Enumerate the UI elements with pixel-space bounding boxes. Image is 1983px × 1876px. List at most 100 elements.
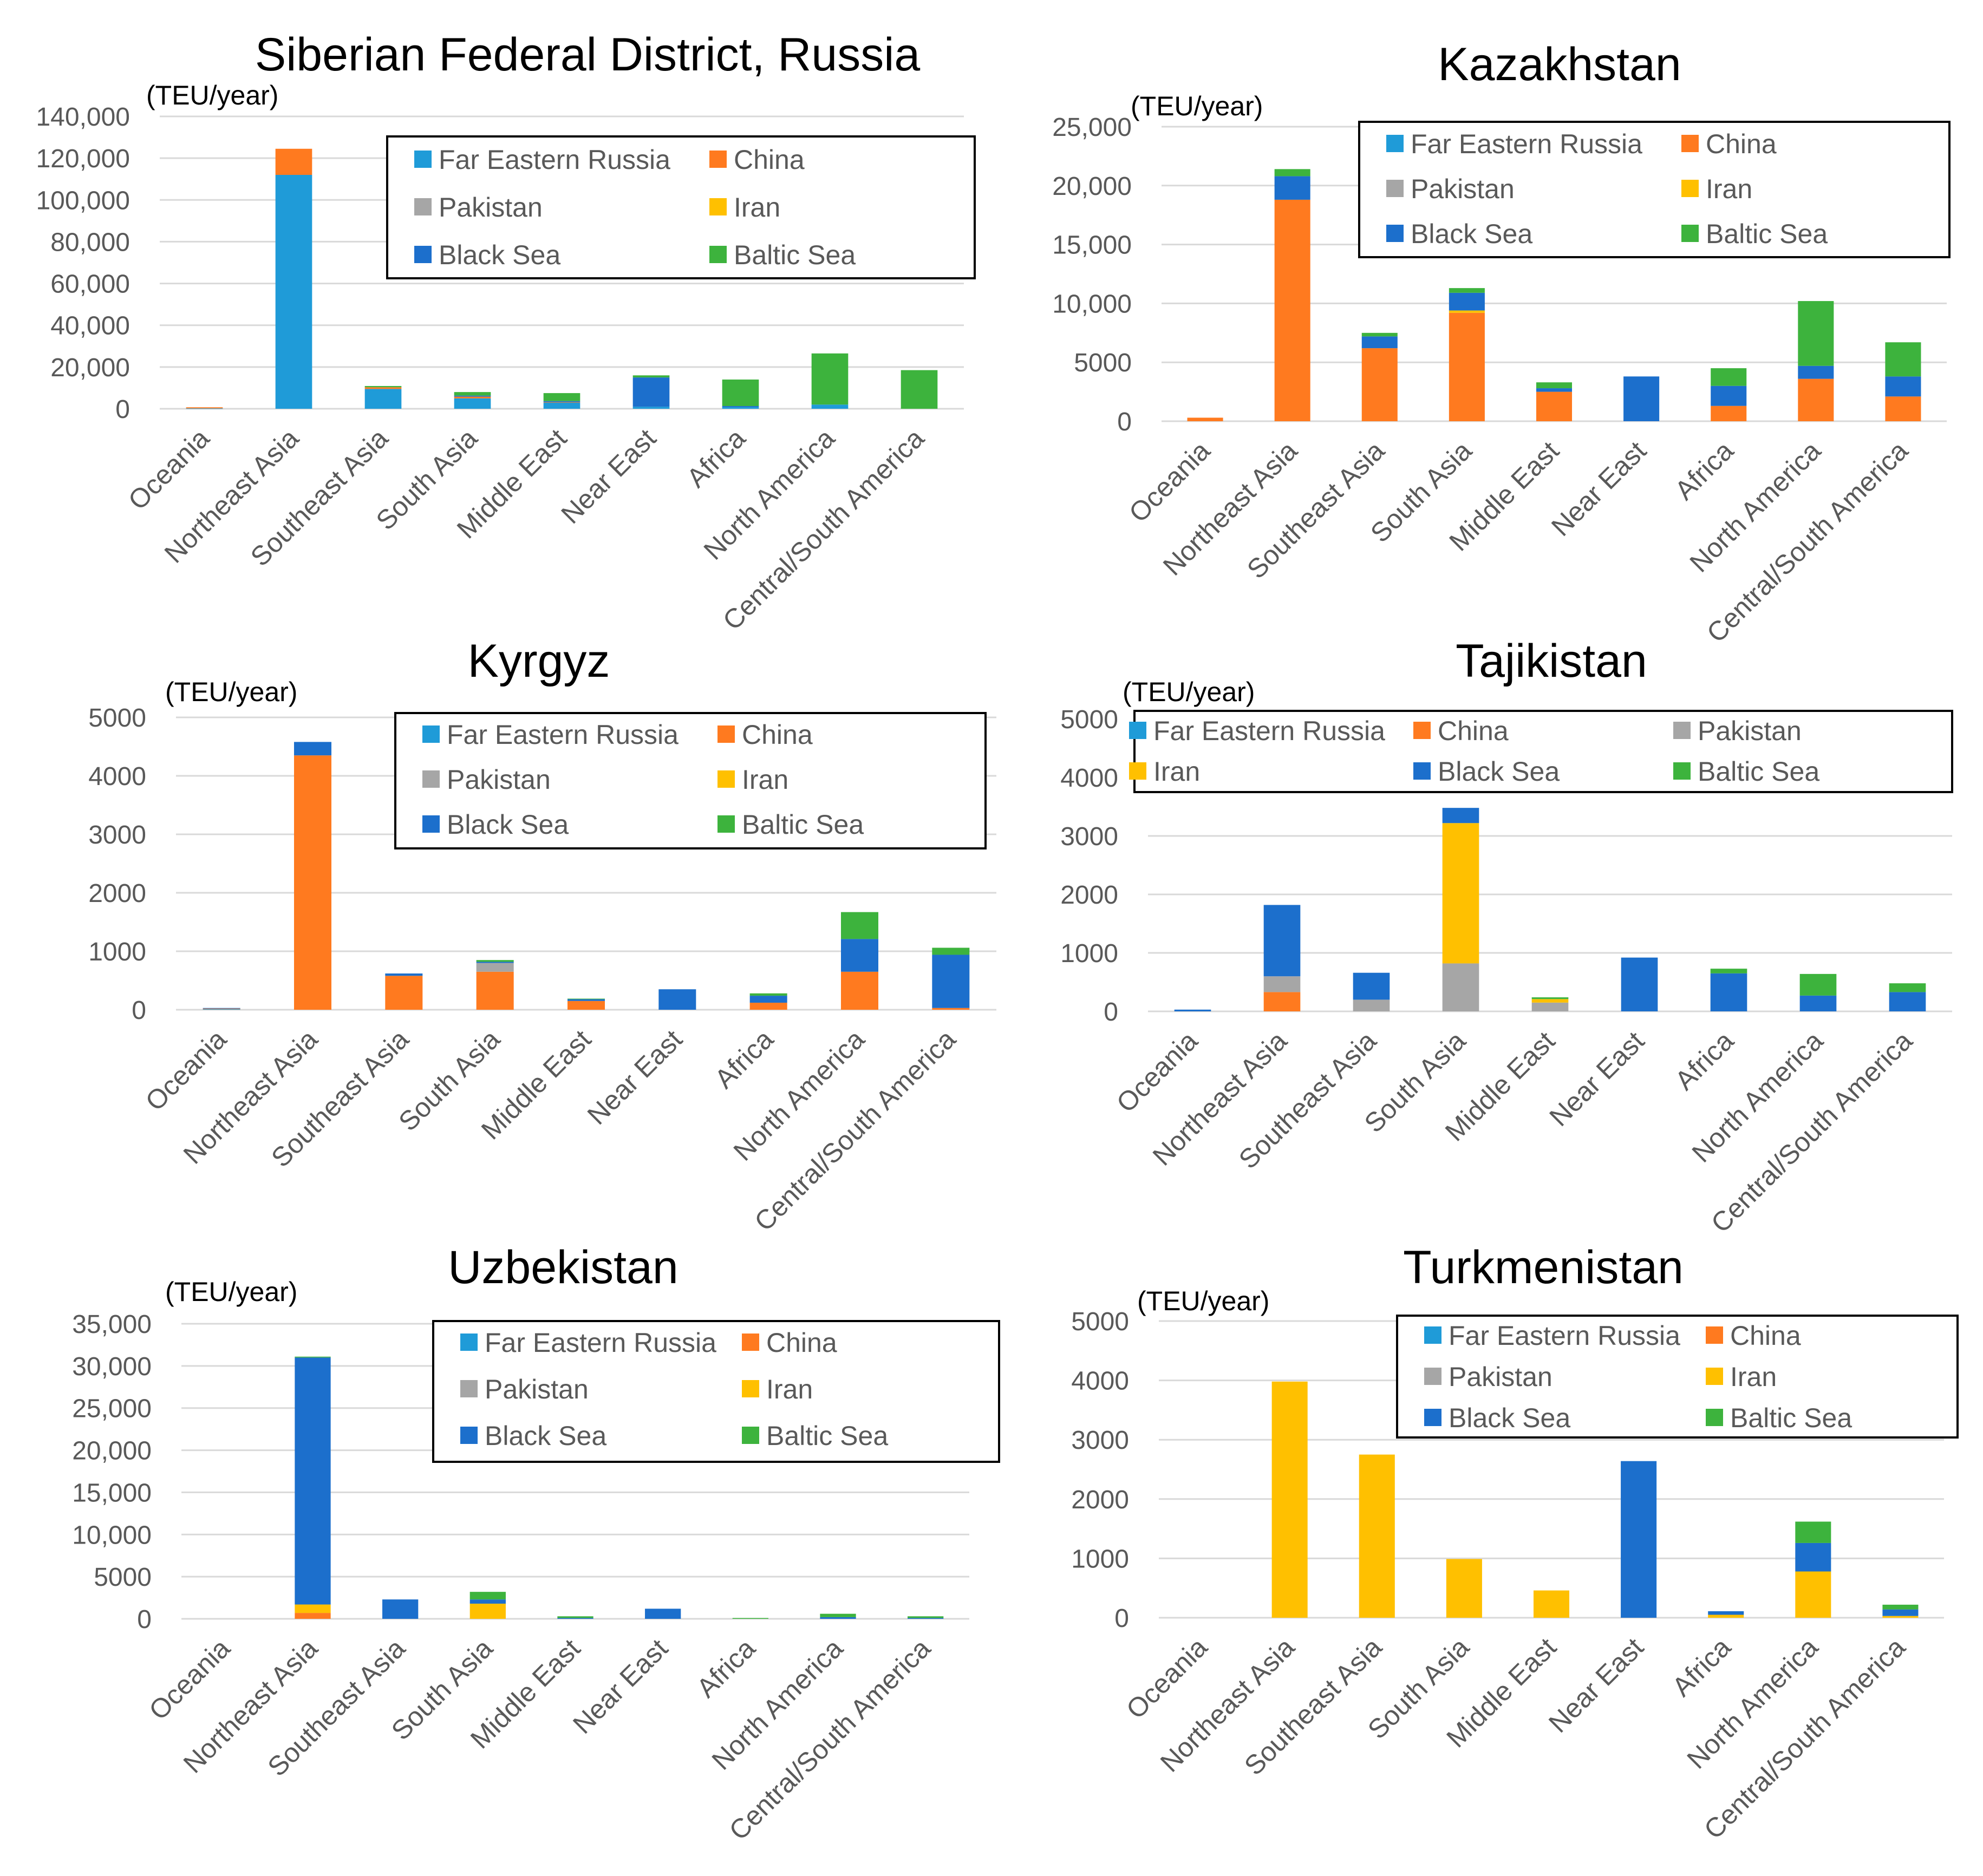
bar-segment-north-america-black-sea	[820, 1617, 856, 1619]
bar-segment-central-south-america-black-sea	[1885, 376, 1921, 397]
bar-segment-northeast-asia-iran	[1271, 1381, 1308, 1618]
chart-uzbekistan: Uzbekistan (TEU/year) 0 5000 10,000 15,000 20,…	[72, 1241, 1000, 1846]
bar-segment-southeast-asia-black-sea	[385, 973, 423, 976]
legend-label: Far Eastern Russia	[1153, 716, 1385, 746]
legend-label: Iran	[1706, 174, 1752, 204]
legend-label: China	[1730, 1321, 1801, 1351]
legend-item-pakistan: Pakistan	[414, 192, 543, 223]
legend-box	[1396, 1315, 1959, 1439]
legend-swatch	[1673, 762, 1691, 780]
y-axis-unit-label: (TEU/year)	[1131, 91, 1263, 121]
bar-segment-northeast-asia-iran	[295, 1604, 331, 1613]
chart-turkmenistan: Turkmenistan (TEU/year) 0 1000 2000 3000 4000 5…	[1071, 1241, 1959, 1845]
x-tick-label-near-east: Near East	[1543, 1632, 1649, 1738]
legend-item-iran: Iran	[709, 192, 780, 223]
bar-segment-oceania-black-sea	[203, 1008, 240, 1009]
y-tick-label: 80,000	[50, 228, 130, 257]
bar-segment-northeast-asia-black-sea	[1263, 905, 1301, 977]
bar-segment-near-east-black-sea	[1623, 376, 1660, 421]
chart-title: Kazakhstan	[1438, 38, 1681, 90]
bar-segment-south-asia-iran	[1449, 310, 1485, 313]
x-tick-label-near-east: Near East	[1543, 1025, 1650, 1132]
bar-segment-north-america-baltic-sea	[1798, 301, 1834, 366]
y-tick-label: 25,000	[72, 1395, 152, 1423]
bar-segment-northeast-asia-pakistan	[1263, 976, 1301, 992]
legend-label: Far Eastern Russia	[1449, 1321, 1680, 1351]
legend-box	[386, 135, 976, 279]
bar-segment-northeast-asia-china	[1263, 992, 1301, 1011]
chart-tajikistan: Tajikistan (TEU/year) 0 1000 2000 3000 4000 500…	[1060, 635, 1953, 1239]
bar-segment-southeast-asia-black-sea	[1353, 972, 1390, 1000]
legend-swatch	[1129, 722, 1146, 739]
legend-label: Pakistan	[485, 1374, 589, 1404]
bar-segment-africa-china	[749, 1003, 787, 1010]
legend-item-iran: Iran	[717, 764, 788, 795]
bar-segment-southeast-asia-china	[1361, 348, 1398, 421]
legend-label: Pakistan	[447, 764, 551, 795]
legend-swatch	[422, 815, 440, 833]
legend-label: Far Eastern Russia	[1411, 129, 1642, 159]
bar-segment-middle-east-black-sea	[1536, 388, 1573, 392]
bar-segment-africa-baltic-sea	[1711, 368, 1747, 386]
y-tick-label: 2000	[1071, 1486, 1129, 1514]
bar-segment-central-south-america-black-sea	[1882, 1609, 1919, 1616]
y-tick-label: 0	[132, 996, 146, 1025]
bar-segment-middle-east-baltic-sea	[543, 393, 580, 401]
bar-segment-southeast-asia-black-sea	[382, 1599, 419, 1619]
bar-segment-north-america-iran	[1795, 1571, 1831, 1618]
legend-item-baltic-sea: Baltic Sea	[1706, 1403, 1852, 1433]
legend-box	[394, 712, 987, 849]
legend-swatch	[717, 725, 735, 743]
bar-segment-south-asia-black-sea	[1442, 808, 1479, 823]
bar-segment-north-america-china	[1798, 378, 1834, 421]
legend-item-iran: Iran	[1681, 174, 1752, 204]
legend-label: Far Eastern Russia	[447, 720, 679, 750]
y-tick-label: 2000	[1060, 881, 1118, 910]
legend-label: Baltic Sea	[734, 240, 856, 270]
legend-item-far-eastern-russia: Far Eastern Russia	[460, 1328, 716, 1358]
bar-segment-northeast-asia-china	[295, 1613, 331, 1619]
y-tick-label: 5000	[1074, 349, 1132, 377]
legend-swatch	[1386, 180, 1404, 197]
legend-item-baltic-sea: Baltic Sea	[717, 809, 864, 840]
bar-segment-africa-iran	[1708, 1614, 1744, 1618]
legend-label: China	[742, 720, 813, 750]
bar-segment-south-asia-baltic-sea	[454, 392, 491, 396]
legend-swatch	[1424, 1409, 1441, 1426]
legend-swatch	[717, 815, 735, 833]
legend-label: Black Sea	[1411, 219, 1532, 249]
y-tick-label: 0	[137, 1605, 152, 1634]
bar-segment-northeast-asia-black-sea	[1274, 176, 1310, 200]
y-tick-label: 30,000	[72, 1352, 152, 1381]
y-tick-label: 0	[1114, 1604, 1129, 1633]
bar-segment-southeast-asia-baltic-sea	[1361, 332, 1398, 337]
bar-segment-middle-east-china	[543, 402, 580, 403]
x-tick-label-oceania: Oceania	[1120, 1632, 1213, 1724]
bar-segment-middle-east-iran	[1533, 1590, 1570, 1618]
legend-swatch	[414, 246, 432, 263]
bar-segment-middle-east-pakistan	[1531, 1002, 1569, 1011]
x-tick-label-near-east: Near East	[555, 423, 662, 530]
legend-label: Iran	[766, 1374, 813, 1404]
x-tick-label-africa: Africa	[681, 423, 751, 493]
y-tick-label: 0	[115, 395, 130, 424]
bar-segment-near-east-black-sea	[1621, 957, 1658, 1011]
bar-segment-southeast-asia-china	[385, 976, 423, 1010]
bar-segment-central-south-america-baltic-sea	[1882, 1604, 1919, 1610]
bar-segment-southeast-asia-black-sea	[1361, 336, 1398, 349]
y-tick-label: 0	[1117, 408, 1132, 436]
bar-segment-northeast-asia-china	[275, 148, 312, 175]
legend-item-far-eastern-russia: Far Eastern Russia	[1386, 129, 1642, 159]
y-tick-label: 120,000	[36, 145, 130, 173]
chart-siberian-federal-district-russia: Siberian Federal District, Russia(TEU/ye…	[36, 29, 976, 636]
bar-segment-middle-east-china	[567, 1001, 605, 1010]
bar-segment-central-south-america-baltic-sea	[908, 1616, 944, 1618]
y-tick-label: 1000	[88, 938, 146, 966]
x-tick-label-oceania: Oceania	[1111, 1025, 1203, 1118]
legend-swatch	[1681, 135, 1699, 152]
bar-segment-central-south-america-baltic-sea	[901, 370, 938, 409]
bar-segment-middle-east-black-sea	[543, 401, 580, 402]
legend-swatch	[460, 1334, 478, 1351]
bar-segment-northeast-asia-black-sea	[295, 1357, 331, 1605]
legend-item-china: China	[1681, 129, 1777, 159]
